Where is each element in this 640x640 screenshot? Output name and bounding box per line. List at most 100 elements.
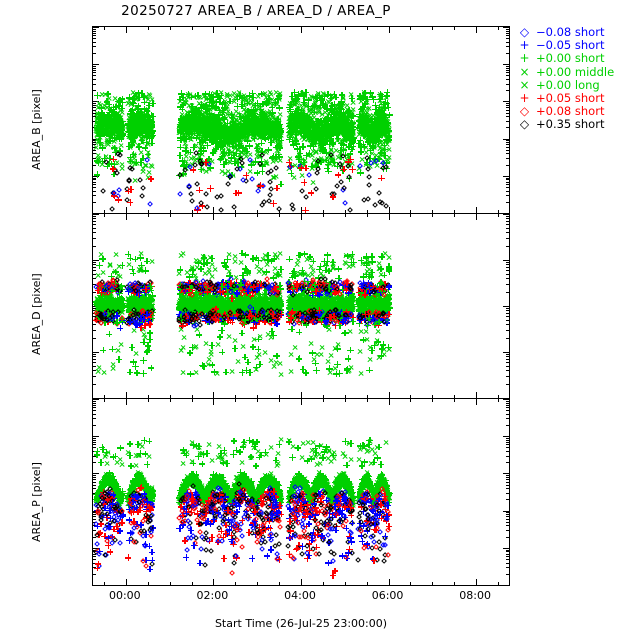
y-tick-minor: [506, 191, 509, 192]
x-tick-major-top: [476, 27, 477, 33]
y-tick-minor: [93, 216, 96, 217]
y-tick-minor: [506, 66, 509, 67]
y-tick-minor: [506, 232, 509, 233]
x-tick-major-top: [213, 27, 214, 33]
x-tick-minor: [367, 214, 368, 217]
x-tick-major-top: [476, 214, 477, 220]
x-tick-minor: [257, 27, 258, 30]
y-tick-minor: [506, 70, 509, 71]
y-tick-minor: [93, 384, 96, 385]
y-tick-minor: [506, 144, 509, 145]
y-tick-minor: [506, 53, 509, 54]
y-tick-minor: [93, 267, 96, 268]
y-tick-minor: [506, 182, 509, 183]
x-tick-major-top: [301, 214, 302, 220]
y-tick-minor: [506, 179, 509, 180]
y-tick-major: [503, 260, 509, 261]
y-tick-minor: [506, 267, 509, 268]
x-tick-minor: [498, 27, 499, 30]
y-tick-minor: [93, 184, 96, 185]
x-tick-minor: [192, 27, 193, 30]
y-tick-minor: [506, 384, 509, 385]
y-tick-major: [503, 352, 509, 353]
y-tick-minor: [506, 178, 509, 179]
y-tick-minor: [506, 35, 509, 36]
y-tick-minor: [506, 107, 509, 108]
x-tick-minor: [410, 214, 411, 217]
x-tick-minor: [367, 27, 368, 30]
y-tick-minor: [506, 84, 509, 85]
x-tick-major-top: [389, 27, 390, 33]
y-tick-minor: [93, 324, 96, 325]
y-tick-minor: [93, 42, 96, 43]
x-tick-minor: [170, 214, 171, 217]
x-tick-minor: [498, 214, 499, 217]
panel-area-d: 102103104105106: [92, 213, 510, 399]
y-tick-minor: [506, 121, 509, 122]
x-tick-major-top: [126, 27, 127, 33]
y-tick-minor: [506, 320, 509, 321]
x-tick-minor: [170, 27, 171, 30]
y-tick-minor: [506, 187, 509, 188]
y-tick-minor: [93, 31, 96, 32]
y-tick-minor: [93, 218, 96, 219]
y-tick-major: [93, 214, 99, 215]
y-tick-minor: [506, 224, 509, 225]
x-tick-major-top: [389, 214, 390, 220]
y-tick-minor: [506, 103, 509, 104]
y-tick-minor: [506, 110, 509, 111]
y-tick-minor: [506, 140, 509, 141]
y-tick-minor: [93, 66, 96, 67]
y-tick-minor: [93, 29, 96, 30]
y-tick-minor: [506, 324, 509, 325]
y-tick-minor: [93, 33, 96, 34]
y-tick-minor: [506, 292, 509, 293]
y-tick-minor: [506, 38, 509, 39]
y-tick-minor: [506, 221, 509, 222]
y-tick-minor: [93, 376, 96, 377]
x-tick-major-top: [126, 214, 127, 220]
y-tick-minor: [93, 338, 96, 339]
y-tick-minor: [506, 216, 509, 217]
x-tick-minor: [235, 27, 236, 30]
y-tick-minor: [93, 53, 96, 54]
y-tick-minor: [506, 72, 509, 73]
y-axis-label-area-b: AREA_B [pixel]: [30, 89, 43, 170]
y-tick-major: [503, 214, 509, 215]
x-tick-minor: [148, 27, 149, 30]
y-tick-minor: [506, 105, 509, 106]
x-tick-major-top: [301, 27, 302, 33]
y-tick-minor: [93, 362, 96, 363]
y-tick-minor: [93, 179, 96, 180]
y-tick-minor: [93, 202, 96, 203]
y-tick-minor: [93, 75, 96, 76]
panel-area-b: 101102103104105106: [92, 26, 510, 214]
y-tick-major: [503, 306, 509, 307]
y-tick-major: [93, 352, 99, 353]
y-tick-minor: [506, 359, 509, 360]
y-tick-minor: [506, 153, 509, 154]
y-tick-minor: [506, 338, 509, 339]
y-tick-minor: [506, 362, 509, 363]
y-tick-minor: [93, 46, 96, 47]
x-tick-minor: [454, 214, 455, 217]
y-tick-minor: [506, 316, 509, 317]
x-tick-minor: [104, 214, 105, 217]
y-tick-minor: [506, 270, 509, 271]
x-tick-minor: [104, 27, 105, 30]
y-tick-minor: [93, 79, 96, 80]
y-tick-minor: [93, 228, 96, 229]
y-tick-label: 106: [92, 213, 93, 221]
x-tick-minor: [410, 27, 411, 30]
y-tick-minor: [506, 31, 509, 32]
y-tick-minor: [93, 70, 96, 71]
y-tick-minor: [93, 354, 96, 355]
y-tick-minor: [506, 278, 509, 279]
x-tick-minor: [148, 214, 149, 217]
y-tick-minor: [93, 38, 96, 39]
y-tick-minor: [93, 182, 96, 183]
y-tick-minor: [93, 359, 96, 360]
y-tick-minor: [93, 232, 96, 233]
y-tick-minor: [506, 310, 509, 311]
x-tick-minor: [345, 27, 346, 30]
